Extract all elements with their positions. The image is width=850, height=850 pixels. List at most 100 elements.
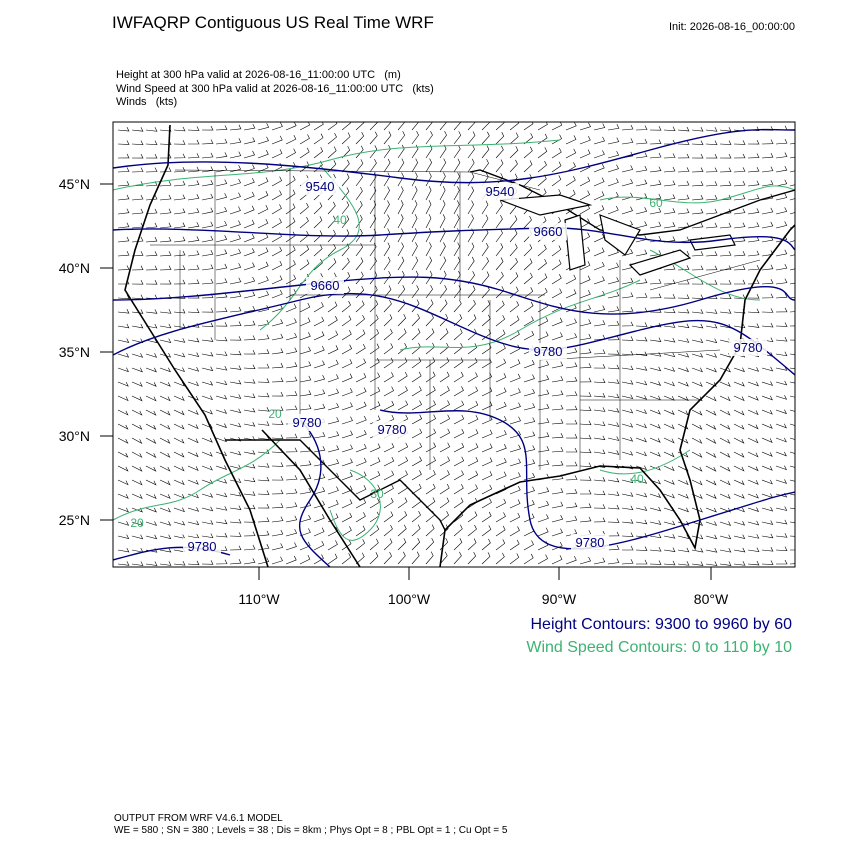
speed-legend: Wind Speed Contours: 0 to 110 by 10 bbox=[526, 639, 792, 656]
wind-barb bbox=[299, 346, 311, 355]
wind-barb bbox=[425, 428, 437, 439]
wind-barb bbox=[453, 228, 460, 243]
wind-barb bbox=[677, 534, 690, 539]
wind-barb bbox=[313, 230, 323, 243]
wind-barb bbox=[411, 299, 420, 313]
wind-barb bbox=[117, 126, 130, 132]
wind-barb bbox=[789, 254, 795, 257]
wind-barb bbox=[467, 122, 476, 131]
wind-barb bbox=[159, 521, 172, 526]
wind-barb bbox=[397, 456, 409, 467]
wind-barb bbox=[159, 153, 172, 159]
wind-barb bbox=[733, 194, 746, 201]
wind-barb bbox=[579, 406, 592, 411]
wind-barb bbox=[705, 521, 718, 526]
wind-barb bbox=[551, 161, 562, 173]
wind-barb bbox=[369, 401, 381, 411]
lon-label: 90°W bbox=[542, 591, 577, 607]
wind-barb bbox=[705, 479, 717, 486]
wind-barb bbox=[173, 423, 185, 430]
wind-barb bbox=[145, 222, 158, 229]
wind-barb bbox=[775, 465, 787, 471]
wind-barb bbox=[705, 338, 718, 344]
wind-barb bbox=[369, 131, 378, 145]
wind-barb bbox=[509, 215, 518, 229]
wind-barb bbox=[551, 446, 564, 453]
wind-barb bbox=[257, 218, 269, 229]
wind-barb bbox=[691, 395, 703, 402]
wind-barb bbox=[313, 473, 326, 481]
wind-barb bbox=[593, 557, 606, 565]
wind-barb bbox=[327, 513, 339, 523]
wind-barb bbox=[411, 414, 423, 425]
wind-barb bbox=[215, 322, 228, 327]
wind-barb bbox=[145, 309, 158, 314]
wind-barb bbox=[719, 451, 731, 458]
wind-barb bbox=[677, 236, 690, 243]
wind-barb bbox=[299, 375, 312, 383]
wind-barb bbox=[117, 140, 130, 145]
wind-barb bbox=[439, 270, 447, 285]
wind-barb bbox=[201, 381, 214, 386]
height-label: 9780 bbox=[734, 340, 763, 355]
wind-barb bbox=[383, 158, 391, 173]
wind-barb bbox=[145, 181, 158, 187]
wind-barb bbox=[285, 148, 297, 159]
wind-barb bbox=[467, 256, 475, 271]
wind-barb bbox=[439, 172, 446, 187]
wind-barb bbox=[495, 498, 507, 509]
height-label-box bbox=[306, 277, 344, 294]
wind-barb bbox=[201, 264, 214, 271]
wind-barb bbox=[439, 470, 450, 481]
wind-barb bbox=[355, 539, 366, 551]
wind-barb bbox=[313, 403, 326, 411]
wind-barb bbox=[593, 504, 606, 509]
wind-barb bbox=[761, 381, 774, 386]
wind-barb bbox=[453, 328, 463, 341]
wind-barb bbox=[677, 323, 690, 329]
wind-barb bbox=[649, 533, 662, 539]
wind-barb bbox=[257, 407, 270, 412]
wind-barb bbox=[705, 309, 718, 314]
wind-barb bbox=[327, 301, 338, 313]
wind-barb bbox=[243, 379, 256, 384]
speed-label: 20 bbox=[268, 407, 282, 421]
wind-barb bbox=[649, 139, 662, 145]
wind-barb bbox=[313, 147, 324, 159]
wind-barb bbox=[509, 159, 518, 173]
wind-barb bbox=[621, 380, 634, 385]
wind-barb bbox=[747, 409, 759, 416]
wind-barb bbox=[677, 507, 689, 513]
wind-barb bbox=[551, 134, 562, 145]
wind-barb bbox=[383, 343, 394, 355]
wind-barb bbox=[145, 465, 157, 472]
wind-barb bbox=[271, 348, 284, 355]
wind-barb bbox=[579, 135, 591, 145]
wind-barb bbox=[607, 504, 620, 510]
wind-barb bbox=[565, 347, 578, 355]
wind-barb bbox=[229, 234, 241, 243]
wind-barb bbox=[453, 357, 464, 369]
wind-barb bbox=[159, 222, 172, 229]
wind-barb bbox=[761, 451, 773, 457]
wind-barb bbox=[271, 176, 283, 187]
wind-barb bbox=[523, 133, 534, 145]
wind-barb bbox=[355, 173, 363, 187]
wind-barb bbox=[523, 486, 535, 495]
wind-barb bbox=[187, 465, 199, 472]
field-label: Wind Speed at 300 hPa valid at 2026-08-1… bbox=[116, 83, 434, 95]
wind-barb bbox=[691, 279, 704, 285]
wind-barb bbox=[747, 520, 760, 526]
wind-barb bbox=[663, 423, 675, 430]
wind-barb bbox=[579, 275, 591, 285]
wind-barb bbox=[369, 300, 379, 313]
wind-barb bbox=[299, 147, 310, 159]
wind-barb bbox=[761, 506, 774, 512]
wind-barb bbox=[607, 393, 620, 399]
wind-barb bbox=[397, 122, 406, 131]
wind-barb bbox=[663, 451, 675, 458]
wind-barb bbox=[173, 409, 185, 416]
wind-barb bbox=[299, 432, 312, 439]
wind-barb bbox=[719, 167, 732, 173]
wind-barb bbox=[131, 265, 144, 271]
